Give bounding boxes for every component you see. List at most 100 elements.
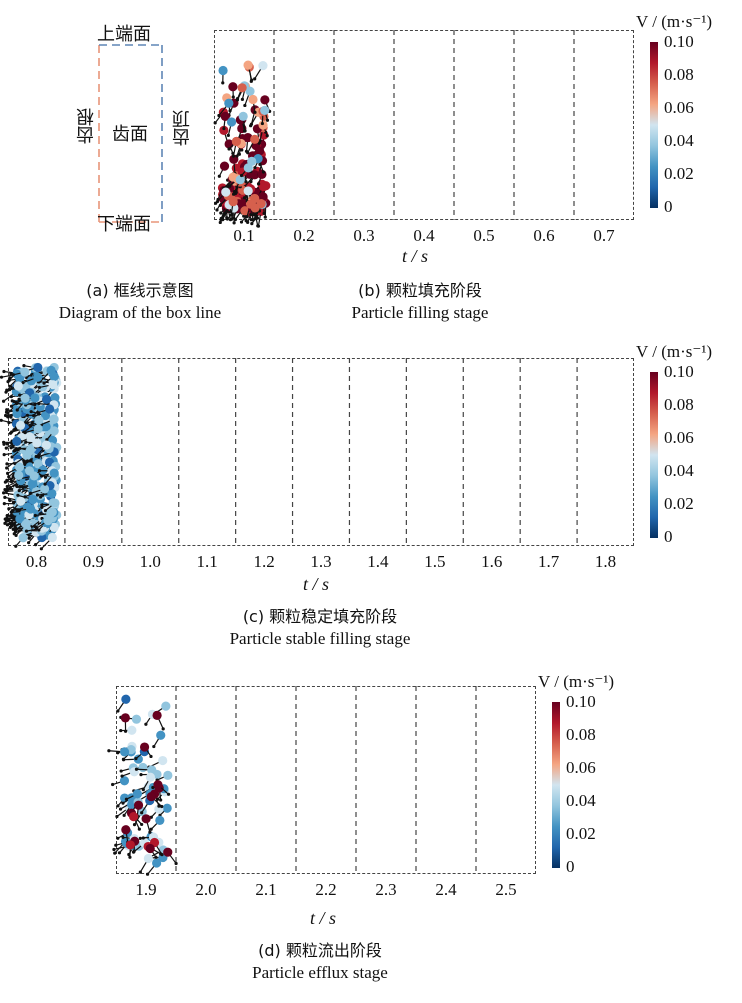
particle	[226, 117, 237, 137]
particle	[228, 82, 238, 99]
face-label: 齿面	[112, 124, 148, 145]
particle	[4, 436, 22, 450]
particle	[141, 814, 152, 834]
time-label: 2.1	[255, 880, 277, 899]
colorbar-tick: 0.10	[664, 362, 694, 381]
panel-d-axis-label: t / s	[310, 908, 337, 928]
time-label: 2.0	[195, 880, 217, 899]
particle	[239, 163, 253, 178]
time-label: 2.3	[375, 880, 397, 899]
particle	[11, 367, 30, 377]
particle	[163, 847, 178, 866]
particle	[217, 98, 234, 118]
particle	[238, 111, 248, 133]
particle	[111, 776, 130, 787]
time-label: 1.1	[196, 552, 218, 571]
particle	[218, 65, 228, 85]
panel-d-frame	[116, 686, 536, 874]
caption-d: (d) 颗粒流出阶段 Particle efflux stage	[252, 941, 388, 982]
top-face-label: 上端面	[97, 24, 151, 45]
particle	[240, 206, 250, 223]
time-label: 0.2	[293, 226, 315, 245]
particle	[37, 380, 58, 390]
time-label: 1.5	[424, 552, 446, 571]
time-label: 1.9	[135, 880, 157, 899]
colorbar-gradient	[552, 702, 560, 868]
particle	[120, 713, 130, 733]
colorbar-tick: 0.10	[664, 32, 694, 51]
colorbar-tick: 0.04	[566, 791, 596, 810]
particle	[119, 725, 137, 735]
particle	[116, 694, 131, 713]
particle	[107, 747, 130, 757]
time-label: 1.6	[481, 552, 503, 571]
particle	[33, 508, 56, 518]
time-label: 1.0	[139, 552, 161, 571]
time-label: 0.9	[82, 552, 104, 571]
colorbar-tick: 0	[664, 197, 673, 216]
particle	[23, 424, 43, 435]
particle	[152, 710, 165, 731]
colorbar-gradient	[650, 372, 658, 538]
particle	[34, 440, 51, 459]
colorbar-tick: 0.04	[664, 461, 694, 480]
particle	[9, 393, 30, 408]
time-label: 0.7	[593, 226, 615, 245]
colorbar-tick: 0.02	[566, 824, 596, 843]
particle	[8, 420, 26, 435]
time-label: 1.4	[367, 552, 389, 571]
colorbar-tick: 0.10	[566, 692, 596, 711]
particle	[45, 426, 59, 442]
particle	[43, 498, 60, 513]
particle	[124, 789, 143, 801]
panel-c-frame	[8, 358, 634, 546]
particle	[228, 197, 238, 217]
particle	[128, 812, 141, 831]
time-label: 1.8	[594, 552, 617, 571]
time-label: 0.5	[473, 226, 495, 245]
particle	[36, 404, 55, 415]
time-label: 1.7	[538, 552, 560, 571]
particle	[248, 94, 258, 114]
time-label: 2.2	[315, 880, 337, 899]
caption-c: (c) 颗粒稳定填充阶段 Particle stable filling sta…	[229, 607, 411, 648]
panel-c-axis-label: t / s	[303, 574, 330, 594]
particle	[28, 484, 50, 495]
time-label: 1.2	[253, 552, 275, 571]
particle	[145, 843, 158, 859]
panel-b-frame	[214, 30, 634, 220]
particle	[18, 446, 35, 456]
colorbar-title: V / (m·s⁻¹)	[538, 672, 615, 691]
particle	[25, 415, 44, 425]
colorbar-tick: 0.08	[566, 725, 596, 744]
particle	[134, 765, 157, 775]
colorbar-tick: 0.06	[566, 758, 596, 777]
particle	[260, 105, 270, 122]
particle	[214, 187, 231, 205]
particle	[256, 169, 267, 186]
colorbar-title: V / (m·s⁻¹)	[636, 342, 713, 361]
bottom-face-label: 下端面	[97, 214, 151, 235]
particle	[5, 381, 23, 392]
particle	[145, 858, 162, 876]
particle	[33, 394, 52, 406]
particle	[250, 203, 260, 220]
particle	[253, 61, 268, 81]
time-label: 1.3	[310, 552, 332, 571]
particle	[141, 772, 156, 792]
time-label: 0.4	[413, 226, 435, 245]
time-label: 0.3	[353, 226, 375, 245]
time-label: 0.1	[233, 226, 255, 245]
colorbar-tick: 0	[664, 527, 673, 546]
particle	[17, 479, 37, 493]
particle	[243, 60, 254, 82]
colorbar-tick: 0.08	[664, 65, 694, 84]
particle	[231, 136, 241, 158]
colorbar-tick: 0.02	[664, 494, 694, 513]
particle	[217, 161, 230, 178]
particle	[24, 438, 42, 448]
particle	[5, 470, 24, 482]
particle	[149, 815, 165, 831]
particle	[39, 532, 57, 551]
